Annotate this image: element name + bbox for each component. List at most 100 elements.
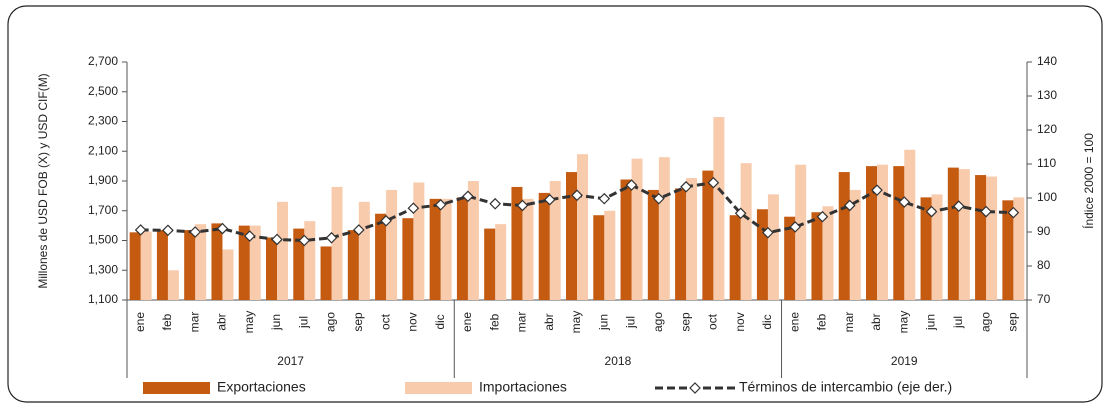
bar	[549, 181, 561, 300]
bar	[266, 237, 277, 300]
bar	[756, 209, 768, 300]
x-tick-label: mar	[842, 312, 856, 333]
y-tick-label: 2,300	[88, 114, 118, 128]
legend-label: Importaciones	[479, 379, 567, 395]
bar	[429, 198, 441, 300]
x-tick-label: nov	[733, 312, 747, 331]
bar	[440, 198, 452, 300]
y-tick-label: 1,500	[88, 233, 118, 247]
x-tick-label: dic	[433, 314, 447, 329]
marker	[734, 207, 747, 220]
bar	[795, 164, 807, 300]
bar	[538, 192, 550, 300]
x-tick-label: mar	[515, 312, 529, 333]
bar	[320, 246, 332, 300]
marker	[243, 230, 256, 242]
x-tick-label: ene	[133, 312, 147, 332]
y2-tick-label: 80	[1037, 258, 1051, 272]
x-tick-label: nov	[406, 312, 420, 331]
group-label: 2018	[605, 354, 632, 368]
bar	[686, 178, 698, 300]
bar	[767, 194, 779, 300]
marker	[652, 192, 665, 205]
marker	[407, 202, 420, 215]
x-tick-label: ene	[460, 312, 474, 332]
x-tick-label: abr	[869, 313, 883, 330]
y-axis-label: Millones de USD FOB (X) y USD CIF(M)	[36, 73, 50, 288]
legend-label: Términos de intercambio (eje der.)	[739, 379, 952, 395]
marker	[952, 200, 965, 213]
bar	[129, 232, 141, 300]
marker	[843, 199, 856, 212]
y-tick-label: 2,700	[88, 54, 118, 68]
x-tick-label: jul	[951, 316, 965, 329]
y2-tick-label: 120	[1037, 122, 1057, 136]
marker	[980, 205, 992, 218]
x-tick-label: abr	[215, 313, 229, 330]
marker	[380, 214, 392, 227]
bar	[358, 201, 370, 300]
bar	[293, 228, 305, 300]
bar	[877, 164, 888, 300]
bar	[167, 270, 179, 300]
marker	[189, 226, 202, 238]
bar	[822, 206, 834, 300]
y-tick-label: 1,300	[88, 262, 118, 276]
bar	[740, 163, 752, 300]
y2-tick-label: 90	[1037, 224, 1051, 238]
bar	[140, 231, 152, 300]
bar	[1002, 200, 1014, 300]
bar	[658, 157, 670, 300]
marker	[707, 176, 720, 189]
x-tick-label: oct	[378, 313, 392, 330]
marker	[762, 226, 774, 239]
x-tick-label: sep	[678, 312, 692, 332]
bar	[1013, 197, 1025, 300]
x-tick-label: may	[242, 311, 256, 334]
bar	[620, 179, 632, 300]
y2-axis-label: Índice 2000 = 100	[1081, 133, 1096, 229]
marker	[925, 205, 938, 218]
bar	[647, 189, 659, 300]
marker	[434, 198, 447, 211]
bar	[522, 198, 534, 300]
marker	[789, 221, 802, 233]
x-tick-label: jul	[296, 316, 310, 329]
bar	[920, 197, 932, 300]
y2-tick-label: 140	[1037, 54, 1057, 68]
y-tick-label: 1,900	[88, 173, 118, 187]
x-tick-label: ene	[787, 312, 801, 332]
x-tick-label: may	[569, 311, 583, 334]
x-tick-label: ago	[978, 312, 992, 332]
marker	[489, 197, 502, 210]
marker	[271, 233, 283, 246]
x-tick-label: sep	[1006, 312, 1020, 332]
marker	[462, 190, 474, 203]
marker	[352, 224, 365, 236]
y-tick-label: 1,100	[88, 292, 118, 306]
bar	[893, 166, 905, 300]
bar	[931, 194, 943, 300]
bar	[375, 213, 387, 300]
legend-swatch	[143, 382, 210, 394]
x-tick-label: feb	[487, 313, 501, 330]
y-tick-label: 2,500	[88, 84, 118, 98]
bar	[484, 228, 496, 300]
x-tick-label: jun	[924, 314, 938, 331]
x-tick-label: oct	[706, 313, 720, 330]
bar	[947, 167, 959, 300]
x-tick-label: jun	[269, 314, 283, 331]
x-tick-label: feb	[160, 313, 174, 330]
y2-tick-label: 110	[1037, 156, 1056, 170]
group-label: 2019	[891, 354, 918, 368]
marker	[871, 184, 883, 197]
bar	[811, 212, 823, 300]
bar	[511, 186, 523, 300]
bar	[386, 189, 398, 300]
marker	[625, 179, 638, 191]
x-tick-label: jul	[624, 316, 638, 329]
marker	[216, 222, 229, 235]
bar	[593, 215, 605, 300]
bar	[729, 215, 741, 300]
bar	[713, 117, 725, 300]
